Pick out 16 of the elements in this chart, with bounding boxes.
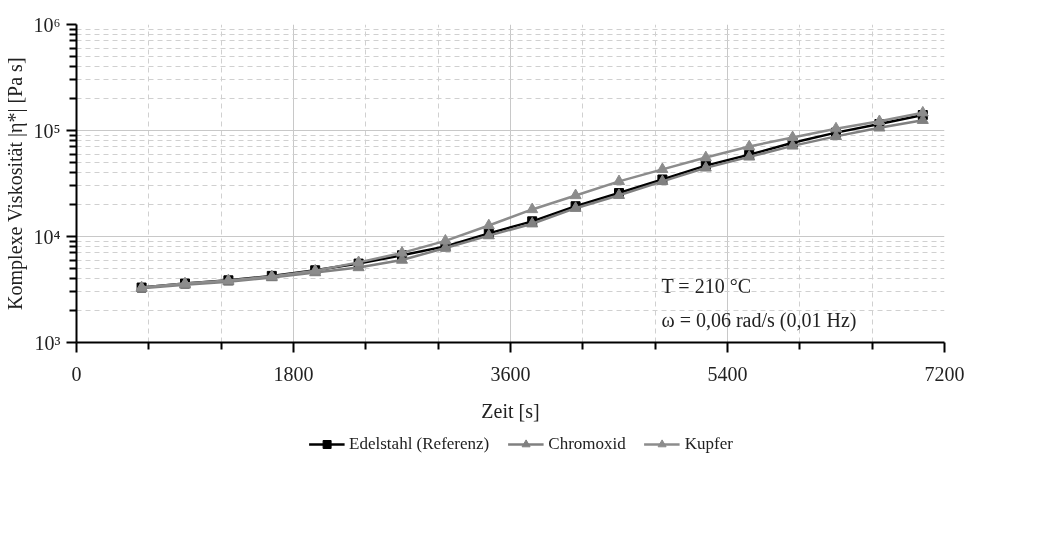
- x-tick-label: 3600: [490, 362, 531, 385]
- x-tick-label: 7200: [924, 362, 965, 385]
- y-tick-label: 10⁶: [33, 13, 61, 36]
- legend-label: Edelstahl (Referenz): [349, 434, 490, 454]
- annotation: ω = 0,06 rad/s (0,01 Hz): [661, 308, 857, 332]
- legend-label: Chromoxid: [548, 434, 626, 454]
- x-tick-label: 0: [71, 362, 82, 385]
- x-axis-title: Zeit [s]: [481, 399, 540, 422]
- x-tick-label: 5400: [707, 362, 748, 385]
- legend-label: Kupfer: [684, 434, 733, 454]
- y-tick-label: 10³: [34, 331, 61, 354]
- y-tick-label: 10⁵: [33, 119, 61, 142]
- y-tick-label: 10⁴: [33, 225, 61, 248]
- x-tick-label: 1800: [273, 362, 314, 385]
- y-axis-title: Komplexe Viskosität |η*| [Pa s]: [3, 57, 27, 310]
- annotation: T = 210 °C: [661, 274, 751, 297]
